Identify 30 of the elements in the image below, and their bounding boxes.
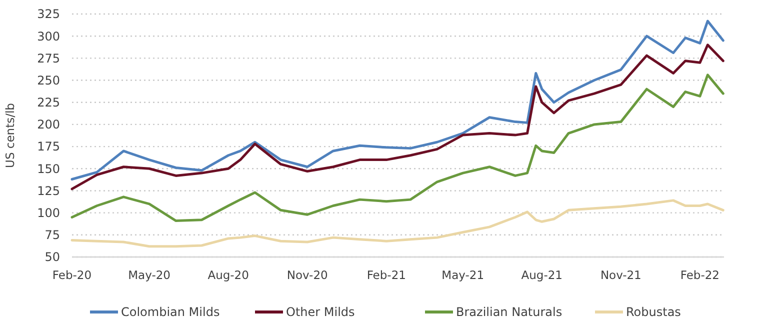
y-tick-label: 275 <box>37 51 60 66</box>
x-tick-label: Feb-22 <box>680 268 720 282</box>
y-tick-label: 300 <box>37 29 60 44</box>
legend-label: Robustas <box>626 305 681 320</box>
y-tick-label: 250 <box>37 73 60 88</box>
legend-label: Other Milds <box>286 305 355 320</box>
legend-label: Brazilian Naturals <box>456 305 562 320</box>
x-tick-label: Aug-21 <box>521 268 563 282</box>
y-tick-label: 175 <box>37 140 60 154</box>
y-tick-label: 200 <box>37 118 60 132</box>
y-tick-label: 150 <box>37 162 60 176</box>
y-tick-label: 325 <box>37 7 60 22</box>
y-tick-label: 50 <box>44 250 60 264</box>
y-tick-label: 75 <box>44 228 60 242</box>
x-tick-label: Feb-21 <box>366 268 406 282</box>
x-tick-label: May-20 <box>128 268 170 282</box>
y-tick-label: 225 <box>37 96 60 110</box>
line-series <box>70 74 724 222</box>
x-tick-label: Feb-20 <box>52 268 92 282</box>
y-tick-label: 100 <box>37 206 60 220</box>
x-tick-label: May-21 <box>442 268 484 282</box>
x-tick-label: Nov-20 <box>286 268 328 282</box>
line-series <box>70 44 724 190</box>
line-series <box>70 20 724 180</box>
y-axis-title: US cents/lb <box>3 103 17 168</box>
legend-label: Colombian Milds <box>121 305 220 320</box>
x-tick-label: Aug-20 <box>208 268 249 282</box>
y-tick-label: 125 <box>37 184 60 198</box>
line-series <box>70 199 724 248</box>
x-tick-label: Nov-21 <box>600 268 642 282</box>
